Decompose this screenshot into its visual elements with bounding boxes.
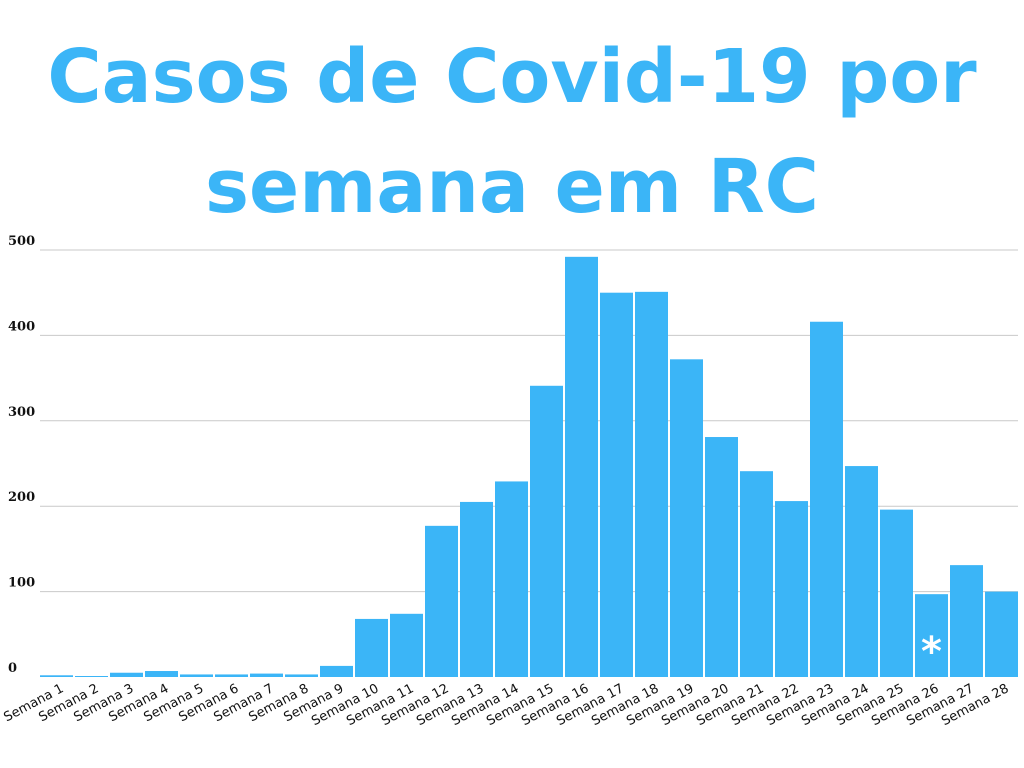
bar-semana-18 xyxy=(635,291,668,677)
y-tick-label: 0 xyxy=(8,661,17,676)
y-tick-label: 200 xyxy=(8,490,35,505)
y-tick-label: 500 xyxy=(8,234,35,249)
bar-semana-14 xyxy=(495,481,528,677)
bar-semana-17 xyxy=(600,292,633,677)
bar-semana-11 xyxy=(390,613,423,677)
bar-semana-15 xyxy=(530,385,563,677)
bar-semana-8 xyxy=(285,674,318,677)
bar-semana-24 xyxy=(845,466,878,677)
y-tick-label: 300 xyxy=(8,405,35,420)
bar-semana-3 xyxy=(110,672,143,677)
bar-semana-16 xyxy=(565,256,598,677)
bar-semana-28 xyxy=(985,591,1018,677)
y-tick-label: 100 xyxy=(8,576,35,591)
bar-semana-6 xyxy=(215,674,248,677)
bar-semana-23 xyxy=(810,321,843,677)
chart-title-line-2: semana em RC xyxy=(204,144,819,230)
bar-semana-12 xyxy=(425,525,458,677)
bar-semana-20 xyxy=(705,437,738,677)
bar-semana-13 xyxy=(460,501,493,677)
bar-annotation-asterisk: * xyxy=(921,629,942,675)
bar-semana-21 xyxy=(740,471,773,677)
bar-semana-9 xyxy=(320,665,353,677)
chart-title-line-1: Casos de Covid-19 por xyxy=(47,34,977,120)
bar-semana-7 xyxy=(250,673,283,677)
bar-semana-2 xyxy=(75,676,108,677)
bar-semana-26 xyxy=(915,594,948,677)
bar-semana-4 xyxy=(145,671,178,677)
bar-semana-19 xyxy=(670,359,703,677)
bar-semana-10 xyxy=(355,618,388,677)
y-tick-label: 400 xyxy=(8,319,35,334)
bar-semana-5 xyxy=(180,674,213,677)
bar-semana-27 xyxy=(950,565,983,677)
bar-semana-25 xyxy=(880,509,913,677)
bar-semana-22 xyxy=(775,501,808,677)
bar-semana-1 xyxy=(40,675,73,677)
